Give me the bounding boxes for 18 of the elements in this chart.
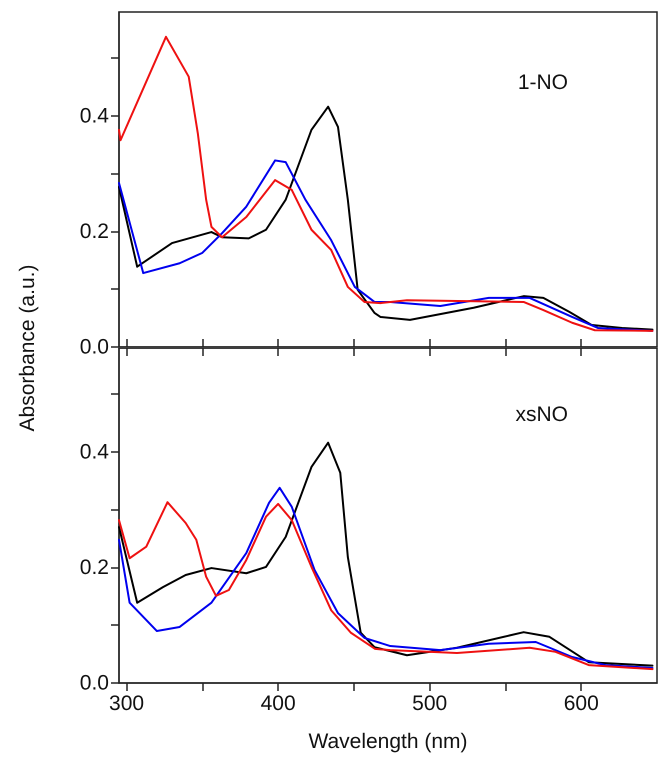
x-tick-label: 400: [260, 692, 296, 715]
line-series: [118, 36, 654, 332]
y-tick-label: 0.0: [80, 336, 109, 358]
x-tick-label: 600: [564, 692, 599, 715]
y-tick-label: 0.4: [80, 104, 110, 128]
y-tick-label: 0.0: [80, 672, 109, 694]
x-axis-title: Wavelength (nm): [308, 730, 468, 753]
x-tick-label: 500: [412, 692, 448, 715]
line-series: [118, 159, 654, 332]
x-tick-label: 300: [109, 692, 144, 715]
annotation: 1-NO: [518, 71, 568, 94]
annotation: xsNO: [516, 403, 568, 426]
line-series: [118, 442, 654, 667]
y-tick-label: 0.4: [80, 440, 110, 464]
y-axis-title: Absorbance (a.u.): [16, 264, 40, 432]
line-series: [118, 106, 654, 331]
y-tick-label: 0.2: [80, 556, 109, 579]
y-tick-label: 0.2: [80, 220, 109, 243]
